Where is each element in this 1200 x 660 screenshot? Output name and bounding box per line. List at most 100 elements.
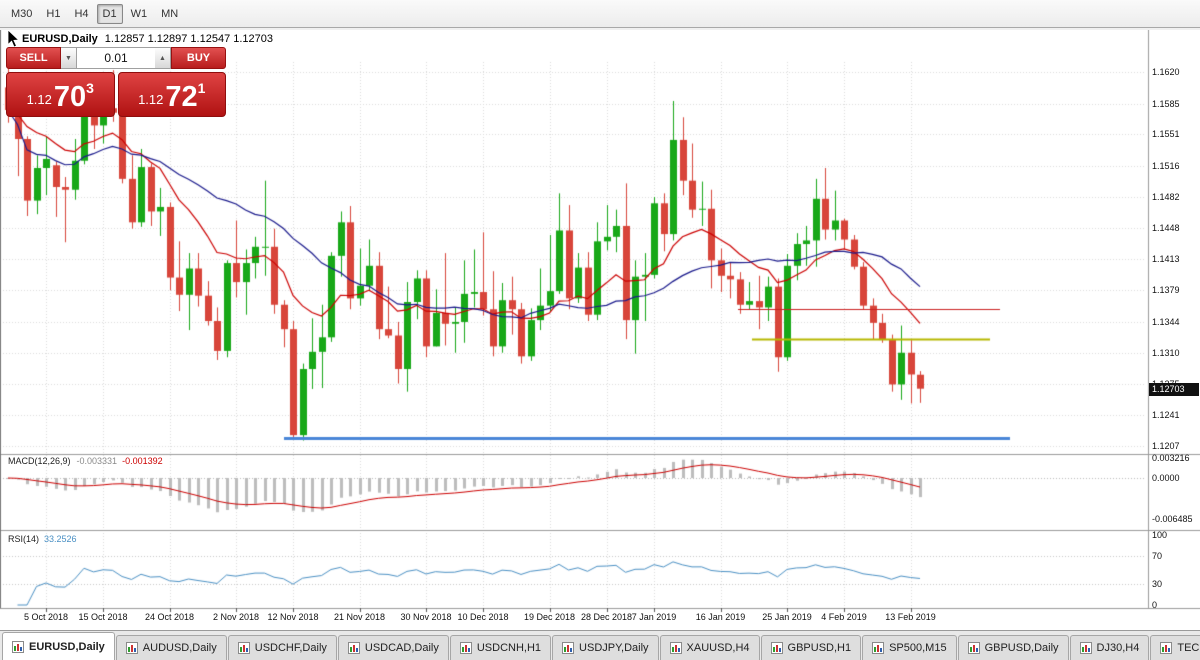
price-axis-label: 1.1482: [1152, 192, 1180, 202]
price-axis-label: 1.1448: [1152, 223, 1180, 233]
ask-price-big-digits: 72: [165, 81, 198, 113]
chart-tab-xauusd-h4[interactable]: XAUUSD,H4: [659, 635, 760, 660]
sell-price-button[interactable]: 1.12 70 3: [6, 72, 115, 117]
rsi-scale-label: 30: [1152, 579, 1163, 589]
date-axis-label: 15 Oct 2018: [78, 612, 128, 622]
chart-tab-sp500-m15[interactable]: SP500,M15: [862, 635, 957, 660]
lot-decrease-button[interactable]: ▼: [61, 47, 77, 69]
timeframe-button-d1[interactable]: D1: [96, 3, 123, 24]
tab-label: AUDUSD,Daily: [142, 642, 217, 654]
tab-label: SP500,M15: [889, 642, 947, 654]
mini-chart-icon: [459, 642, 472, 654]
mini-chart-icon: [125, 642, 138, 654]
chart-tab-audusd-daily[interactable]: AUDUSD,Daily: [115, 635, 227, 660]
mini-chart-icon: [967, 642, 980, 654]
price-axis-label: 1.1551: [1152, 129, 1180, 139]
price-chart-canvas[interactable]: [0, 30, 1200, 630]
chart-tab-gbpusd-h1[interactable]: GBPUSD,H1: [760, 635, 862, 660]
chart-tab-eurusd-daily[interactable]: EURUSD,Daily: [2, 632, 115, 660]
macd-scale-label: 0.003216: [1152, 453, 1190, 463]
mini-chart-icon: [770, 642, 783, 654]
timeframe-button-h1[interactable]: H1: [46, 7, 61, 20]
rsi-scale-label: 0: [1152, 600, 1158, 610]
chart-tab-dj30-h4[interactable]: DJ30,H4: [1069, 635, 1150, 660]
tab-label: TECH100,H1: [1177, 642, 1200, 654]
rsi-value: 33.2526: [44, 534, 77, 544]
timeframe-button-w1[interactable]: W1: [130, 7, 148, 20]
tab-label: GBPUSD,Daily: [984, 642, 1059, 654]
timeframe-button-mn[interactable]: MN: [161, 7, 179, 20]
price-axis-label: 1.1207: [1152, 441, 1180, 451]
trade-controls-row: SELL ▼ 0.01 ▲ BUY: [6, 47, 226, 69]
tab-label: GBPUSD,H1: [787, 642, 852, 654]
date-axis-label: 19 Dec 2018: [523, 612, 576, 622]
macd-scale-label: 0.0000: [1152, 473, 1180, 483]
chart-tabs-bar: EURUSD,Daily AUDUSD,Daily USDCHF,Daily USDC…: [0, 630, 1200, 660]
lot-increase-button[interactable]: ▲: [155, 47, 171, 69]
buy-price-button[interactable]: 1.12 72 1: [117, 72, 226, 117]
price-axis-label: 1.1620: [1152, 67, 1180, 77]
timeframe-toolbar: M30 H1 H4 D1 W1 MN: [0, 0, 1200, 28]
date-axis-label: 7 Jan 2019: [631, 612, 677, 622]
mini-chart-icon: [562, 642, 575, 654]
sell-button[interactable]: SELL: [6, 47, 61, 69]
price-axis-label: 1.1516: [1152, 161, 1180, 171]
date-axis-label: 2 Nov 2018: [212, 612, 260, 622]
macd-signal-value: -0.001392: [122, 456, 163, 466]
buy-button[interactable]: BUY: [171, 47, 226, 69]
mini-chart-icon: [669, 642, 682, 654]
date-axis-label: 5 Oct 2018: [23, 612, 69, 622]
price-axis-label: 1.1585: [1152, 99, 1180, 109]
price-axis-label: 1.1310: [1152, 348, 1180, 358]
mini-chart-icon: [12, 640, 24, 653]
trade-prices-row: 1.12 70 3 1.12 72 1: [6, 72, 226, 117]
price-axis-label: 1.1379: [1152, 285, 1180, 295]
chart-ohlc-values: 1.12857 1.12897 1.12547 1.12703: [104, 33, 274, 45]
ask-price-pipette: 1: [197, 80, 206, 96]
chart-tab-usdcnh-h1[interactable]: USDCNH,H1: [449, 635, 552, 660]
lot-size-input[interactable]: 0.01: [77, 47, 155, 69]
one-click-trading-panel: SELL ▼ 0.01 ▲ BUY 1.12 70 3 1.12 72 1: [6, 47, 226, 117]
date-axis-label: 4 Feb 2019: [821, 612, 867, 622]
timeframe-button-h4[interactable]: H4: [74, 7, 89, 20]
date-axis-label: 30 Nov 2018: [400, 612, 452, 622]
chart-tab-tech100-h1[interactable]: TECH100,H1: [1150, 635, 1200, 660]
macd-scale-label: -0.006485: [1152, 514, 1193, 524]
date-axis-label: 28 Dec 2018: [580, 612, 633, 622]
price-axis-label: 1.1344: [1152, 317, 1180, 327]
tab-label: USDCAD,Daily: [364, 642, 439, 654]
price-axis-label: 1.1413: [1152, 254, 1180, 264]
mini-chart-icon: [237, 642, 250, 654]
bid-price-pipette: 3: [86, 80, 94, 96]
date-axis-label: 24 Oct 2018: [144, 612, 195, 622]
rsi-scale-label: 70: [1152, 551, 1163, 561]
date-axis-label: 25 Jan 2019: [762, 612, 812, 622]
tab-label: EURUSD,Daily: [29, 640, 105, 653]
macd-main-value: -0.003331: [76, 456, 118, 466]
mouse-cursor-icon: [7, 30, 20, 48]
chart-tab-usdchf-daily[interactable]: USDCHF,Daily: [227, 635, 337, 660]
mini-chart-icon: [1079, 642, 1092, 654]
mini-chart-icon: [1160, 642, 1173, 654]
mini-chart-icon: [347, 642, 360, 654]
tab-label: XAUUSD,H4: [686, 642, 750, 654]
rsi-scale-label: 100: [1152, 530, 1168, 540]
bid-price-prefix: 1.12: [26, 92, 52, 107]
current-price-badge: 1.12703: [1149, 383, 1199, 396]
rsi-name: RSI(14): [8, 534, 40, 544]
timeframe-button-m30[interactable]: M30: [11, 7, 33, 20]
mini-chart-icon: [872, 642, 885, 654]
chart-tab-usdcad-daily[interactable]: USDCAD,Daily: [337, 635, 449, 660]
chart-tab-gbpusd-daily[interactable]: GBPUSD,Daily: [957, 635, 1069, 660]
date-axis-label: 13 Feb 2019: [885, 612, 936, 622]
tab-label: DJ30,H4: [1096, 642, 1140, 654]
chart-ohlc-title: EURUSD,Daily 1.12857 1.12897 1.12547 1.12…: [22, 33, 273, 45]
price-axis-label: 1.1241: [1152, 410, 1180, 420]
date-axis-label: 12 Nov 2018: [267, 612, 319, 622]
date-axis-label: 16 Jan 2019: [695, 612, 746, 622]
bid-price-big-digits: 70: [53, 81, 87, 113]
chart-tab-usdjpy-daily[interactable]: USDJPY,Daily: [552, 635, 659, 660]
tab-label: USDJPY,Daily: [579, 642, 649, 654]
ask-price-prefix: 1.12: [138, 92, 164, 107]
